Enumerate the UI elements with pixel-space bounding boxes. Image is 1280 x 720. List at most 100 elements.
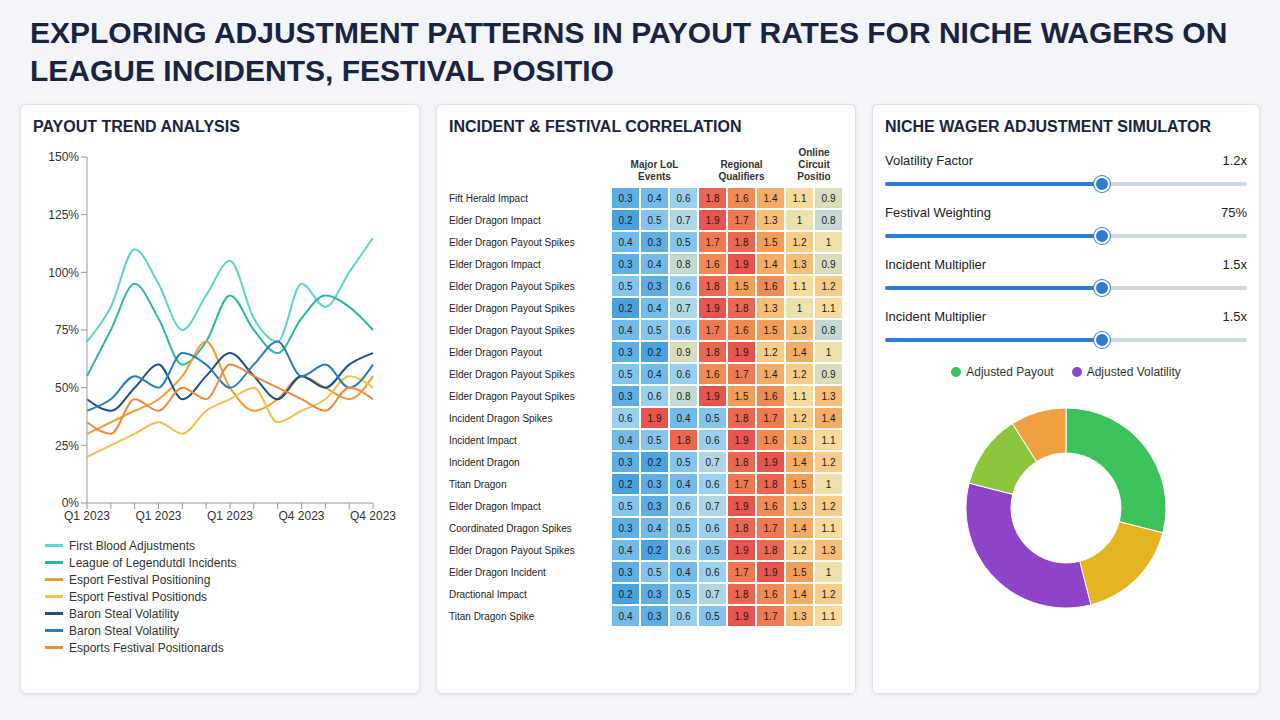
html-text:1.3: 1.3 [763, 302, 778, 314]
html-text:75%: 75% [1221, 205, 1247, 220]
svg-text:125%: 125% [48, 208, 79, 222]
html-text:0.4: 0.4 [618, 324, 633, 336]
html-text:1.4: 1.4 [763, 258, 778, 270]
html-text:1.5: 1.5 [763, 236, 778, 248]
html-text:0.3: 0.3 [647, 280, 662, 292]
html-text:1.2: 1.2 [792, 236, 807, 248]
html-text:0.2: 0.2 [618, 214, 633, 226]
html-text:0.3: 0.3 [618, 346, 633, 358]
svg-text:Q1 2023: Q1 2023 [135, 509, 181, 523]
html-text:Elder Dragon Impact: Elder Dragon Impact [449, 258, 541, 270]
html-text:1.6: 1.6 [734, 192, 749, 204]
html-text:1.6: 1.6 [705, 258, 720, 270]
html-text:0.2: 0.2 [647, 346, 662, 358]
html-text:0.9: 0.9 [821, 192, 836, 204]
html-text:1.1: 1.1 [821, 302, 836, 314]
html-text:0.5: 0.5 [647, 324, 662, 336]
html-text:1.8: 1.8 [734, 302, 749, 314]
html-text:1.4: 1.4 [763, 192, 778, 204]
html-text:Volatility Factor: Volatility Factor [885, 153, 974, 168]
html-text:Esport Festival Positionds: Esport Festival Positionds [69, 589, 208, 604]
html-text:League of Legendutdl Incidents: League of Legendutdl Incidents [69, 555, 237, 570]
svg-text:Q1 2023: Q1 2023 [64, 509, 110, 523]
html-text:1.8: 1.8 [734, 236, 749, 248]
html-text:1.9: 1.9 [705, 214, 720, 226]
html-text:1.1: 1.1 [792, 280, 807, 292]
html-text:0.8: 0.8 [676, 258, 691, 270]
html-text:0.9: 0.9 [821, 258, 836, 270]
html-text:1.7: 1.7 [734, 214, 749, 226]
svg-text:Q1 2023: Q1 2023 [207, 509, 253, 523]
html-text:Festival Weighting: Festival Weighting [885, 205, 991, 220]
html-text:Esport Festival Positioning: Esport Festival Positioning [69, 572, 211, 587]
svg-text:100%: 100% [48, 266, 79, 280]
html-text:1.6: 1.6 [763, 280, 778, 292]
svg-text:25%: 25% [55, 439, 79, 453]
html-text:1.9: 1.9 [705, 302, 720, 314]
html-text:Fift Herald Impact: Fift Herald Impact [449, 192, 528, 204]
svg-text:50%: 50% [55, 381, 79, 395]
html-text:1.5: 1.5 [734, 280, 749, 292]
html-text:PAYOUT TREND ANALYSIS: PAYOUT TREND ANALYSIS [33, 118, 240, 135]
html-text:0.4: 0.4 [647, 258, 662, 270]
html-text:Adjusted Volatility: Adjusted Volatility [1086, 365, 1181, 379]
html-text:0.6: 0.6 [676, 324, 691, 336]
svg-text:Q4 2023: Q4 2023 [278, 509, 324, 523]
svg-text:0%: 0% [62, 496, 80, 510]
html-text:1.1: 1.1 [792, 192, 807, 204]
html-text:0.9: 0.9 [676, 346, 691, 358]
html-text:0.2: 0.2 [618, 302, 633, 314]
html-text:1.9: 1.9 [734, 258, 749, 270]
html-text:0.5: 0.5 [618, 280, 633, 292]
html-text:0.4: 0.4 [647, 192, 662, 204]
html-text:1.6: 1.6 [734, 324, 749, 336]
html-text:Incident Multiplier: Incident Multiplier [885, 309, 987, 324]
html-text:0.6: 0.6 [676, 280, 691, 292]
html-text:Incident Multiplier: Incident Multiplier [885, 257, 987, 272]
html-text:1.8: 1.8 [705, 192, 720, 204]
html-text:0.4: 0.4 [618, 236, 633, 248]
html-text:Elder Dragon Payout Spikes: Elder Dragon Payout Spikes [449, 236, 575, 248]
html-text:0.3: 0.3 [618, 258, 633, 270]
html-text:0.7: 0.7 [676, 214, 691, 226]
html-text:Regional Qualifiers: Regional Qualifiers [718, 159, 765, 182]
html-text:0.7: 0.7 [676, 302, 691, 314]
html-text:0.8: 0.8 [821, 324, 836, 336]
html-text:1.3: 1.3 [792, 258, 807, 270]
html-text:EXPLORING ADJUSTMENT PATTERNS: EXPLORING ADJUSTMENT PATTERNS IN PAYOUT … [30, 16, 1228, 87]
html-text:Baron Steal Volatility: Baron Steal Volatility [69, 623, 180, 638]
html-text:0.8: 0.8 [821, 214, 836, 226]
html-text:0.3: 0.3 [647, 236, 662, 248]
html-text:1.7: 1.7 [705, 324, 720, 336]
html-text:1.2x: 1.2x [1222, 153, 1247, 168]
html-text:Baron Steal Volatility: Baron Steal Volatility [69, 606, 180, 621]
html-text:0.6: 0.6 [676, 192, 691, 204]
html-text:1.5x: 1.5x [1222, 309, 1247, 324]
html-text:1.3: 1.3 [792, 324, 807, 336]
html-text:0.5: 0.5 [647, 214, 662, 226]
html-text:INCIDENT & FESTIVAL CORRELATIO: INCIDENT & FESTIVAL CORRELATION [449, 118, 742, 135]
svg-text:75%: 75% [55, 323, 79, 337]
html-text:First Blood Adjustments: First Blood Adjustments [69, 538, 196, 553]
html-text:NICHE WAGER ADJUSTMENT SIMULAT: NICHE WAGER ADJUSTMENT SIMULATOR [885, 118, 1211, 135]
html-text:Esports Festival Positionards: Esports Festival Positionards [69, 640, 224, 655]
html-text:0.3: 0.3 [618, 192, 633, 204]
html-text:1.7: 1.7 [705, 236, 720, 248]
html-text:1.2: 1.2 [821, 280, 836, 292]
html-text:Online Circuit Positio: Online Circuit Positio [797, 147, 831, 182]
html-text:Elder Dragon Impact: Elder Dragon Impact [449, 214, 541, 226]
html-text:Major LoL Events: Major LoL Events [630, 159, 679, 182]
svg-text:Q4 2023: Q4 2023 [350, 509, 396, 523]
html-text:1.3: 1.3 [763, 214, 778, 226]
html-text:1.8: 1.8 [705, 280, 720, 292]
html-text:1.5x: 1.5x [1222, 257, 1247, 272]
html-text:Adjusted Payout: Adjusted Payout [966, 365, 1054, 379]
html-text:Elder Dragon Payout Spikes: Elder Dragon Payout Spikes [449, 324, 575, 336]
html-text:Elder Dragon Payout Spikes: Elder Dragon Payout Spikes [449, 280, 575, 292]
html-text:Elder Dragon Payout: Elder Dragon Payout [449, 346, 542, 358]
html-text:1.5: 1.5 [763, 324, 778, 336]
html-text:0.4: 0.4 [647, 302, 662, 314]
svg-text:150%: 150% [48, 150, 79, 164]
html-text:Elder Dragon Payout Spikes: Elder Dragon Payout Spikes [449, 302, 575, 314]
html-text:0.5: 0.5 [676, 236, 691, 248]
